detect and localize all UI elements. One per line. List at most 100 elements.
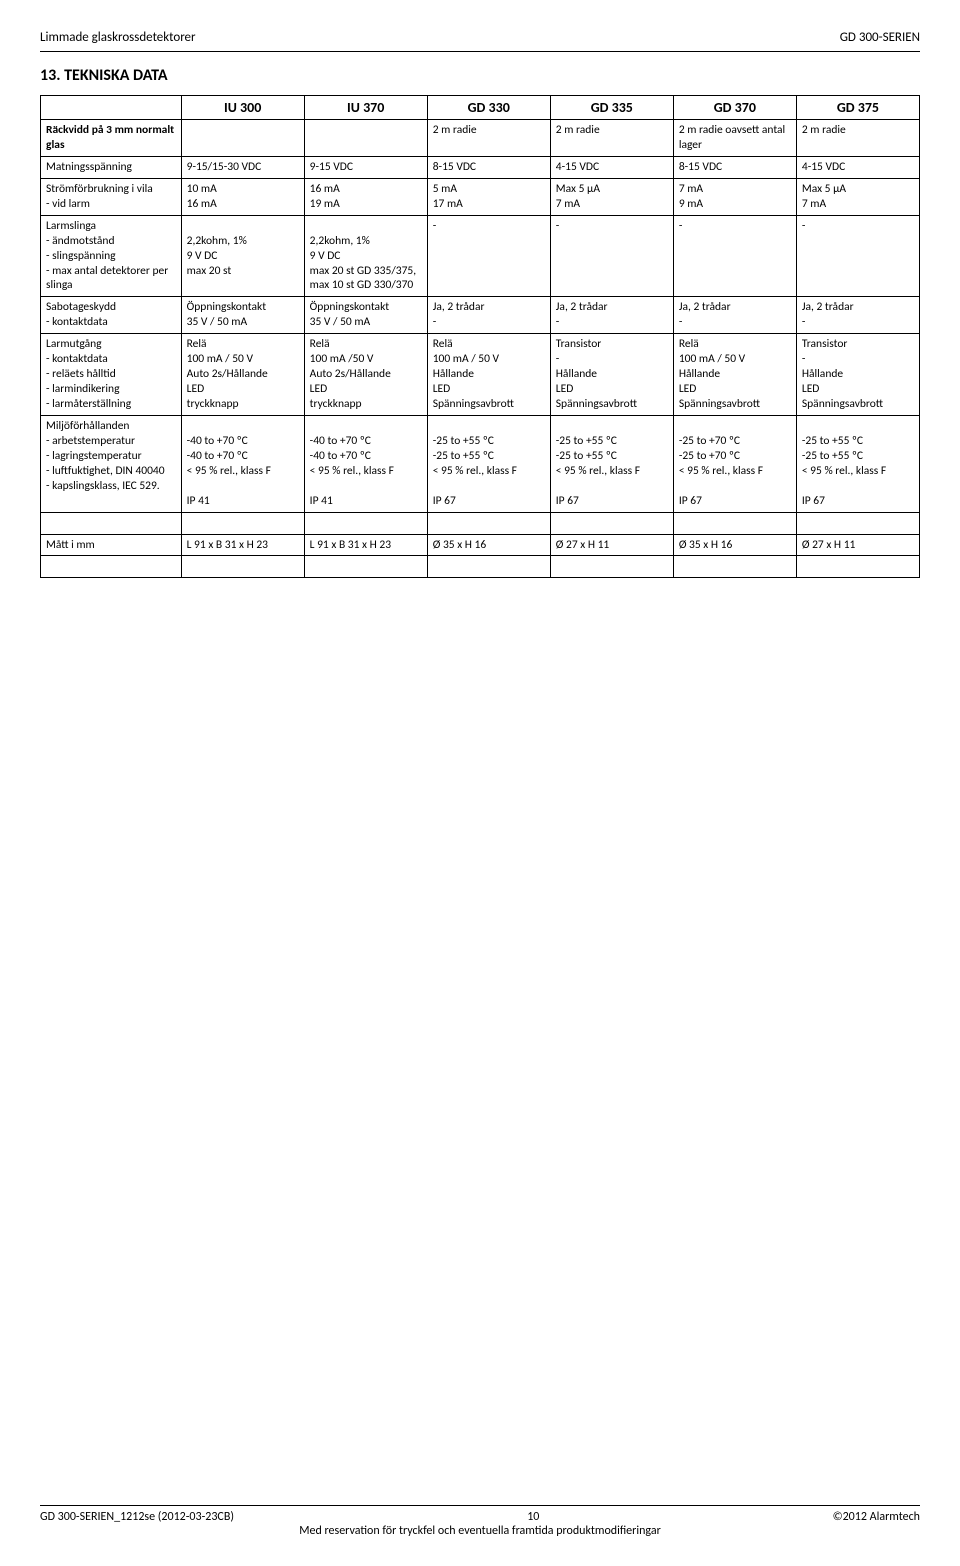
row-value: 2 m radie oavsett antal lager (673, 120, 796, 157)
cell-line (802, 516, 914, 531)
cell-line: max 20 st GD 335/375, max 10 st GD 330/3… (310, 264, 422, 294)
cell-line: Relä (679, 337, 791, 352)
cell-line: IP 67 (433, 494, 545, 509)
cell-line: IP 67 (556, 494, 668, 509)
row-label: Strömförbrukning i vila- vid larm (41, 178, 182, 215)
col-header (41, 96, 182, 120)
table-row: Strömförbrukning i vila- vid larm10 mA16… (41, 178, 920, 215)
cell-line (802, 479, 914, 494)
row-value (673, 512, 796, 534)
cell-line (310, 123, 422, 138)
row-value (304, 512, 427, 534)
footer-right: ©2012 Alarmtech (833, 1510, 920, 1524)
cell-line: - (433, 219, 545, 234)
row-value: 2 m radie (796, 120, 919, 157)
cell-line: Ø 35 x H 16 (679, 538, 791, 553)
row-value: - (427, 215, 550, 297)
cell-line: IP 67 (802, 494, 914, 509)
cell-line (187, 123, 299, 138)
cell-line: Ja, 2 trådar (802, 300, 914, 315)
cell-line: Ø 27 x H 11 (556, 538, 668, 553)
row-value: Ja, 2 trådar- (796, 297, 919, 334)
cell-line: -25 to +55 ºC (556, 449, 668, 464)
cell-line: Larmslinga (46, 219, 176, 234)
row-value: - (796, 215, 919, 297)
cell-line: IP 41 (310, 494, 422, 509)
cell-line: 7 mA (556, 197, 668, 212)
section-title: 13. TEKNISKA DATA (40, 66, 920, 85)
cell-line: 17 mA (433, 197, 545, 212)
row-label (41, 556, 182, 578)
cell-line: 100 mA / 50 V (433, 352, 545, 367)
cell-line: 8-15 VDC (679, 160, 791, 175)
cell-line: Spänningsavbrott (802, 397, 914, 412)
cell-line: Öppningskontakt (187, 300, 299, 315)
row-value (796, 512, 919, 534)
cell-line: 19 mA (310, 197, 422, 212)
cell-line: Relä (187, 337, 299, 352)
cell-line: < 95 % rel., klass F (187, 464, 299, 479)
cell-line (556, 419, 668, 434)
row-value: 2,2kohm, 1%9 V DCmax 20 st (181, 215, 304, 297)
cell-line: 100 mA / 50 V (679, 352, 791, 367)
row-value: 9-15/15-30 VDC (181, 156, 304, 178)
row-value: 2 m radie (550, 120, 673, 157)
row-value: 4-15 VDC (550, 156, 673, 178)
col-header: IU 370 (304, 96, 427, 120)
cell-line: tryckknapp (310, 397, 422, 412)
table-row: Miljöförhållanden- arbetstemperatur- lag… (41, 415, 920, 512)
cell-line: 2 m radie (433, 123, 545, 138)
cell-line: 2 m radie (802, 123, 914, 138)
row-value: L 91 x B 31 x H 23 (304, 534, 427, 556)
cell-line: Relä (310, 337, 422, 352)
table-header-row: IU 300 IU 370 GD 330 GD 335 GD 370 GD 37… (41, 96, 920, 120)
cell-line: LED (433, 382, 545, 397)
cell-line: 7 mA (679, 182, 791, 197)
cell-line: -40 to +70 ºC (310, 434, 422, 449)
cell-line: - (802, 315, 914, 330)
cell-line: 9 V DC (187, 249, 299, 264)
cell-line: - kontaktdata (46, 352, 176, 367)
cell-line: Max 5 µA (556, 182, 668, 197)
cell-line: -40 to +70 ºC (187, 434, 299, 449)
col-header: GD 370 (673, 96, 796, 120)
cell-line: 9-15 VDC (310, 160, 422, 175)
cell-line: Hållande (556, 367, 668, 382)
cell-line (679, 479, 791, 494)
cell-line: < 95 % rel., klass F (310, 464, 422, 479)
row-value (304, 120, 427, 157)
row-value: 2,2kohm, 1%9 V DCmax 20 st GD 335/375, m… (304, 215, 427, 297)
row-value: 7 mA9 mA (673, 178, 796, 215)
footer-disclaimer: Med reservation för tryckfel och eventue… (40, 1524, 920, 1538)
cell-line: Spänningsavbrott (679, 397, 791, 412)
cell-line: - (679, 315, 791, 330)
row-value: -40 to +70 ºC-40 to +70 ºC< 95 % rel., k… (181, 415, 304, 512)
row-value (673, 556, 796, 578)
cell-line: -25 to +55 ºC (556, 434, 668, 449)
cell-line: -25 to +55 ºC (802, 434, 914, 449)
table-row: Sabotageskydd- kontaktdataÖppningskontak… (41, 297, 920, 334)
col-header: GD 375 (796, 96, 919, 120)
row-value: Relä100 mA / 50 VHållandeLEDSpänningsavb… (673, 334, 796, 416)
row-value: Relä100 mA / 50 VAuto 2s/HållandeLEDtryc… (181, 334, 304, 416)
cell-line: Ja, 2 trådar (556, 300, 668, 315)
row-value: 8-15 VDC (673, 156, 796, 178)
row-value: Ja, 2 trådar- (673, 297, 796, 334)
cell-line: 35 V / 50 mA (310, 315, 422, 330)
row-value (304, 556, 427, 578)
table-row (41, 512, 920, 534)
row-value (181, 556, 304, 578)
row-value: Transistor-HållandeLEDSpänningsavbrott (550, 334, 673, 416)
cell-line (187, 419, 299, 434)
cell-line: 2 m radie oavsett antal lager (679, 123, 791, 153)
cell-line: Spänningsavbrott (433, 397, 545, 412)
cell-line (187, 219, 299, 234)
cell-line: 9-15/15-30 VDC (187, 160, 299, 175)
row-label: Miljöförhållanden- arbetstemperatur- lag… (41, 415, 182, 512)
cell-line: IP 41 (187, 494, 299, 509)
cell-line (556, 479, 668, 494)
cell-line: - (556, 352, 668, 367)
cell-line: 10 mA (187, 182, 299, 197)
cell-line: 8-15 VDC (433, 160, 545, 175)
row-label: Mått i mm (41, 534, 182, 556)
